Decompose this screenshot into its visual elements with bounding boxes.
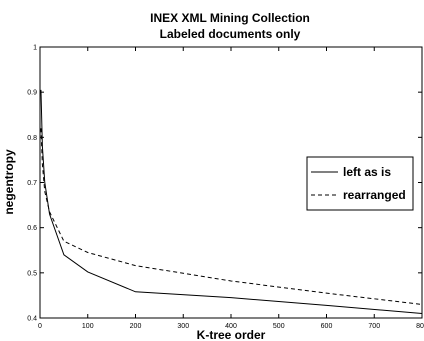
legend-box — [306, 156, 414, 211]
y-tick-label: 1 — [33, 45, 37, 52]
series-line-rearranged — [40, 128, 423, 305]
y-tick-label: 0.7 — [27, 180, 37, 187]
x-tick-label: 800 — [416, 323, 424, 330]
y-tick-label: 0.5 — [27, 270, 37, 277]
x-tick-label: 600 — [321, 323, 333, 330]
y-tick-label: 0.9 — [27, 90, 37, 97]
x-tick-label: 400 — [225, 323, 237, 330]
chart-subtitle: Labeled documents only — [160, 27, 301, 41]
x-axis-label: K-tree order — [197, 328, 266, 341]
x-tick-label: 200 — [130, 323, 142, 330]
series-line-left-as-is — [40, 89, 423, 314]
legend-label-left-as-is: left as is — [343, 165, 391, 179]
x-tick-label: 300 — [177, 323, 189, 330]
x-tick-label: 700 — [368, 323, 380, 330]
y-axis-label: negentropy — [2, 149, 16, 215]
x-tick-label: 100 — [82, 323, 94, 330]
x-tick-label: 500 — [273, 323, 285, 330]
y-tick-label: 0.4 — [27, 316, 37, 323]
y-axis-ticks: 0.4 0.5 0.6 0.7 0.8 0.9 1 — [27, 45, 422, 323]
legend-label-rearranged: rearranged — [343, 188, 406, 202]
series-layer — [40, 89, 423, 314]
legend: left as is rearranged — [306, 156, 414, 211]
x-axis-ticks: 0 100 200 300 400 500 600 700 800 — [38, 47, 424, 330]
y-tick-label: 0.6 — [27, 225, 37, 232]
y-tick-label: 0.8 — [27, 135, 37, 142]
chart-title: INEX XML Mining Collection — [150, 11, 310, 25]
x-tick-label: 0 — [38, 323, 42, 330]
